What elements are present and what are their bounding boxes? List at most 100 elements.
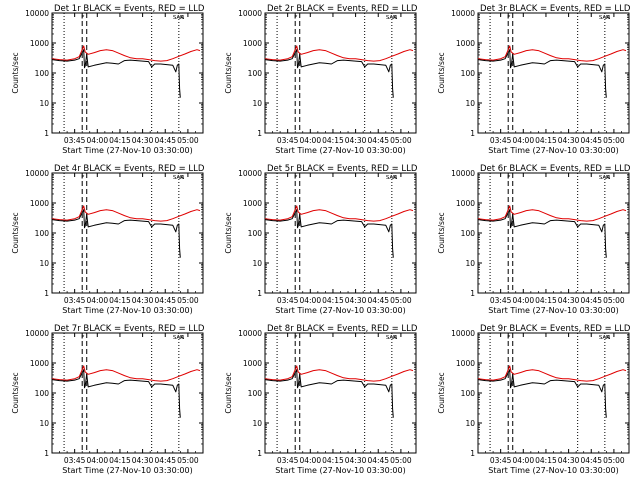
y-tick-label: 10000 (25, 329, 49, 338)
x-axis-label: Start Time (27-Nov-10 03:30:00) (275, 466, 405, 475)
chart-panel: Det 2r BLACK = Events, RED = LLD 1 10 100 10… (224, 4, 418, 155)
events-series-line (477, 49, 607, 98)
plot-frame (264, 172, 417, 294)
x-tick-label: 03:45 (490, 456, 512, 465)
y-tick-label: 10000 (25, 9, 49, 18)
marker-label-flag: F (81, 175, 84, 181)
x-tick-label: 04:15 (535, 456, 557, 465)
x-tick-label: 03:45 (64, 136, 86, 145)
x-tick-label: 04:45 (154, 136, 176, 145)
y-axis-label: Counts/sec (224, 212, 233, 253)
x-tick-label: 05:00 (603, 136, 625, 145)
x-tick-label: 04:00 (512, 456, 534, 465)
events-series-line (264, 369, 394, 418)
x-tick-label: 04:00 (299, 136, 321, 145)
y-tick-label: 10 (252, 99, 262, 108)
x-tick-label: 04:00 (512, 136, 534, 145)
panel-title: Det 3r BLACK = Events, RED = LLD (480, 4, 631, 14)
x-tick-label: 04:45 (154, 456, 176, 465)
x-tick-label: 04:30 (558, 296, 580, 305)
y-tick-label: 10000 (238, 329, 262, 338)
plot-frame (51, 12, 204, 134)
x-tick-label: 05:00 (390, 136, 412, 145)
y-tick-label: 100 (35, 229, 50, 238)
y-axis-label: Counts/sec (11, 52, 20, 93)
y-tick-label: 1000 (30, 199, 49, 208)
marker-label-saa: SAA (173, 335, 185, 341)
marker-label-saa: SAA (386, 175, 398, 181)
x-tick-label: 04:45 (580, 136, 602, 145)
y-tick-label: 10000 (238, 9, 262, 18)
y-axis-label: Counts/sec (437, 372, 446, 413)
y-tick-label: 1 (257, 449, 262, 458)
events-series-line (51, 49, 181, 98)
plot-frame (264, 12, 417, 134)
y-tick-label: 10 (39, 99, 49, 108)
plot-frame (477, 12, 630, 134)
x-tick-label: 04:00 (86, 456, 108, 465)
y-axis-label: Counts/sec (437, 212, 446, 253)
y-tick-label: 1 (44, 129, 49, 138)
y-tick-label: 10 (39, 259, 49, 268)
y-tick-label: 100 (461, 69, 476, 78)
x-tick-label: 04:15 (322, 296, 344, 305)
y-tick-label: 1000 (30, 39, 49, 48)
panel-title: Det 1r BLACK = Events, RED = LLD (54, 4, 205, 14)
x-tick-label: 04:00 (512, 296, 534, 305)
x-tick-label: 04:00 (86, 296, 108, 305)
x-tick-label: 05:00 (177, 136, 199, 145)
y-tick-label: 10000 (451, 329, 475, 338)
panel-title: Det 2r BLACK = Events, RED = LLD (267, 4, 418, 14)
y-tick-label: 1000 (243, 359, 262, 368)
x-tick-label: 03:45 (277, 136, 299, 145)
plot-frame (51, 332, 204, 454)
x-tick-label: 05:00 (177, 456, 199, 465)
y-tick-label: 100 (248, 69, 263, 78)
x-tick-label: 03:45 (490, 296, 512, 305)
x-tick-label: 04:15 (322, 456, 344, 465)
x-tick-label: 05:00 (390, 296, 412, 305)
panel-title: Det 6r BLACK = Events, RED = LLD (480, 164, 631, 174)
chart-panel: Det 7r BLACK = Events, RED = LLD 1 10 100 10… (11, 324, 205, 475)
y-tick-label: 1000 (30, 359, 49, 368)
marker-label-n: N (393, 15, 397, 21)
y-tick-label: 1000 (243, 39, 262, 48)
panel-title: Det 9r BLACK = Events, RED = LLD (480, 324, 631, 334)
x-tick-label: 04:15 (535, 136, 557, 145)
marker-label-n: N (180, 335, 184, 341)
marker-label-n: N (393, 175, 397, 181)
lld-series-line (264, 45, 414, 62)
y-axis-label: Counts/sec (11, 212, 20, 253)
y-tick-label: 1 (44, 289, 49, 298)
y-tick-label: 10 (465, 259, 475, 268)
y-tick-label: 1 (44, 449, 49, 458)
events-series-line (51, 209, 181, 258)
x-tick-label: 05:00 (177, 296, 199, 305)
chart-panel: Det 3r BLACK = Events, RED = LLD 1 10 100 10… (437, 4, 631, 155)
y-axis-label: Counts/sec (224, 52, 233, 93)
x-tick-label: 04:15 (109, 456, 131, 465)
y-tick-label: 100 (248, 229, 263, 238)
y-axis-label: Counts/sec (437, 52, 446, 93)
y-tick-label: 1000 (243, 199, 262, 208)
marker-label-n: N (606, 175, 610, 181)
y-tick-label: 1 (470, 449, 475, 458)
x-tick-label: 04:00 (299, 456, 321, 465)
x-tick-label: 04:30 (132, 296, 154, 305)
x-tick-label: 03:45 (277, 456, 299, 465)
x-tick-label: 05:00 (603, 456, 625, 465)
x-tick-label: 04:45 (367, 136, 389, 145)
x-tick-label: 04:30 (345, 296, 367, 305)
panel-title: Det 5r BLACK = Events, RED = LLD (267, 164, 418, 174)
panel-title: Det 4r BLACK = Events, RED = LLD (54, 164, 205, 174)
y-tick-label: 10 (39, 419, 49, 428)
lld-series-line (264, 205, 414, 222)
events-series-line (264, 49, 394, 98)
plot-frame (264, 332, 417, 454)
y-tick-label: 100 (461, 229, 476, 238)
lld-series-line (264, 365, 414, 382)
plot-frame (477, 172, 630, 294)
y-tick-label: 10 (252, 259, 262, 268)
x-tick-label: 05:00 (390, 456, 412, 465)
